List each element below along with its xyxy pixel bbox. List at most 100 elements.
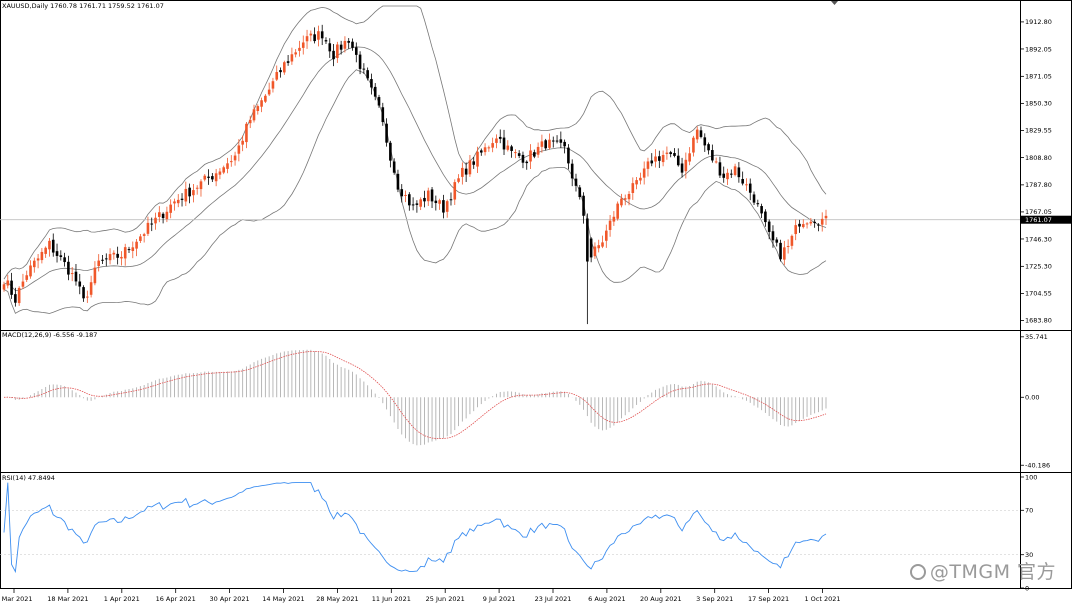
candle-body bbox=[336, 44, 339, 58]
price-tick-label: 1683.80 bbox=[1025, 317, 1052, 325]
candle-body bbox=[176, 199, 180, 204]
candle-body bbox=[180, 198, 184, 200]
candle-body bbox=[347, 40, 351, 43]
candle-body bbox=[813, 221, 816, 224]
x-tick-label: 3 Sep 2021 bbox=[696, 595, 733, 603]
candle-body bbox=[680, 163, 684, 173]
rsi-pane: 100 70 30 0 bbox=[0, 473, 1037, 592]
candle-body bbox=[699, 130, 703, 137]
candle-body bbox=[525, 161, 529, 164]
candle-body bbox=[764, 211, 767, 223]
candle-body bbox=[309, 33, 313, 36]
watermark: @TMGM 官方 bbox=[909, 557, 1056, 584]
candle-body bbox=[173, 201, 176, 204]
price-tick-label: 1829.55 bbox=[1025, 127, 1052, 135]
current-price-badge bbox=[1021, 215, 1072, 224]
candle-body bbox=[226, 163, 229, 169]
candle-body bbox=[521, 154, 525, 163]
candle-body bbox=[695, 129, 699, 140]
candle-body bbox=[586, 218, 589, 262]
price-tick-label: 1850.30 bbox=[1025, 100, 1052, 108]
candle-body bbox=[540, 141, 544, 147]
candle-body bbox=[195, 187, 199, 189]
candle-body bbox=[510, 146, 513, 151]
x-tick-label: 17 Sep 2021 bbox=[748, 595, 789, 603]
candle-body bbox=[112, 252, 116, 255]
candle-body bbox=[381, 107, 385, 123]
candle-body bbox=[97, 260, 101, 267]
price-tick-label: 1892.05 bbox=[1025, 45, 1052, 53]
candle-body bbox=[752, 194, 756, 203]
candle-body bbox=[237, 145, 241, 154]
candle-body bbox=[794, 225, 797, 235]
candle-body bbox=[63, 257, 66, 263]
price-axis: 1912.80 1892.05 1871.05 1850.30 1829.55 1808.… bbox=[1020, 18, 1072, 325]
candle-body bbox=[714, 161, 718, 163]
candle-body bbox=[442, 200, 445, 213]
candle-body bbox=[711, 150, 714, 161]
candle-body bbox=[601, 242, 604, 247]
candle-body bbox=[635, 180, 638, 185]
candle-body bbox=[517, 153, 521, 156]
candle-body bbox=[116, 253, 119, 258]
candle-body bbox=[241, 140, 244, 145]
current-price-label: 1761.07 bbox=[1025, 216, 1052, 224]
candle-body bbox=[222, 167, 226, 173]
candle-body bbox=[332, 50, 335, 60]
candle-body bbox=[616, 203, 619, 219]
candle-body bbox=[252, 109, 256, 121]
scroll-marker-icon[interactable] bbox=[831, 1, 838, 5]
candle-body bbox=[389, 142, 392, 161]
candle-body bbox=[775, 239, 779, 243]
candle-body bbox=[461, 167, 464, 177]
candle-body bbox=[36, 258, 40, 261]
x-tick-label: 1 Oct 2021 bbox=[804, 595, 840, 603]
candle-body bbox=[771, 231, 775, 241]
candle-body bbox=[279, 70, 282, 73]
candle-body bbox=[570, 163, 574, 179]
x-tick-label: 25 Jun 2021 bbox=[426, 595, 465, 603]
price-tick-label: 1725.30 bbox=[1025, 263, 1052, 271]
candle-body bbox=[17, 287, 21, 304]
candle-body bbox=[741, 178, 744, 184]
candle-body bbox=[786, 245, 790, 247]
candle-body bbox=[820, 218, 824, 225]
candle-body bbox=[161, 213, 165, 219]
candle-body bbox=[631, 183, 635, 193]
candle-body bbox=[298, 47, 301, 51]
bollinger-lower-line bbox=[3, 69, 827, 314]
bollinger-upper-line bbox=[3, 5, 827, 280]
candle-body bbox=[101, 259, 104, 261]
macd-signal-line bbox=[3, 351, 827, 440]
candle-body bbox=[370, 79, 373, 88]
candlesticks bbox=[2, 24, 828, 325]
candle-body bbox=[574, 178, 578, 186]
candle-body bbox=[457, 178, 460, 182]
candle-body bbox=[502, 137, 506, 150]
x-axis: 4 Mar 2021 18 Mar 2021 1 Apr 2021 16 Apr 20… bbox=[0, 589, 841, 603]
candle-body bbox=[104, 258, 108, 260]
candle-body bbox=[362, 68, 366, 70]
candle-body bbox=[207, 176, 210, 178]
macd-tick-label: 0.00 bbox=[1025, 394, 1039, 402]
candle-body bbox=[495, 138, 498, 143]
candle-body bbox=[248, 119, 252, 124]
bollinger-bands bbox=[3, 5, 827, 314]
candle-body bbox=[737, 167, 741, 178]
candle-body bbox=[491, 143, 494, 148]
candle-body bbox=[108, 254, 112, 261]
candle-body bbox=[476, 151, 479, 167]
candle-body bbox=[669, 152, 672, 155]
candle-body bbox=[135, 241, 138, 249]
candle-body bbox=[703, 137, 707, 146]
candle-body bbox=[582, 195, 585, 216]
candle-body bbox=[165, 211, 169, 220]
candle-body bbox=[597, 245, 601, 249]
candle-body bbox=[464, 168, 468, 175]
candle-body bbox=[328, 43, 332, 52]
candle-body bbox=[86, 296, 89, 298]
candle-body bbox=[358, 54, 362, 69]
candle-body bbox=[676, 155, 680, 166]
macd-tick-label: 35.741 bbox=[1025, 333, 1048, 341]
